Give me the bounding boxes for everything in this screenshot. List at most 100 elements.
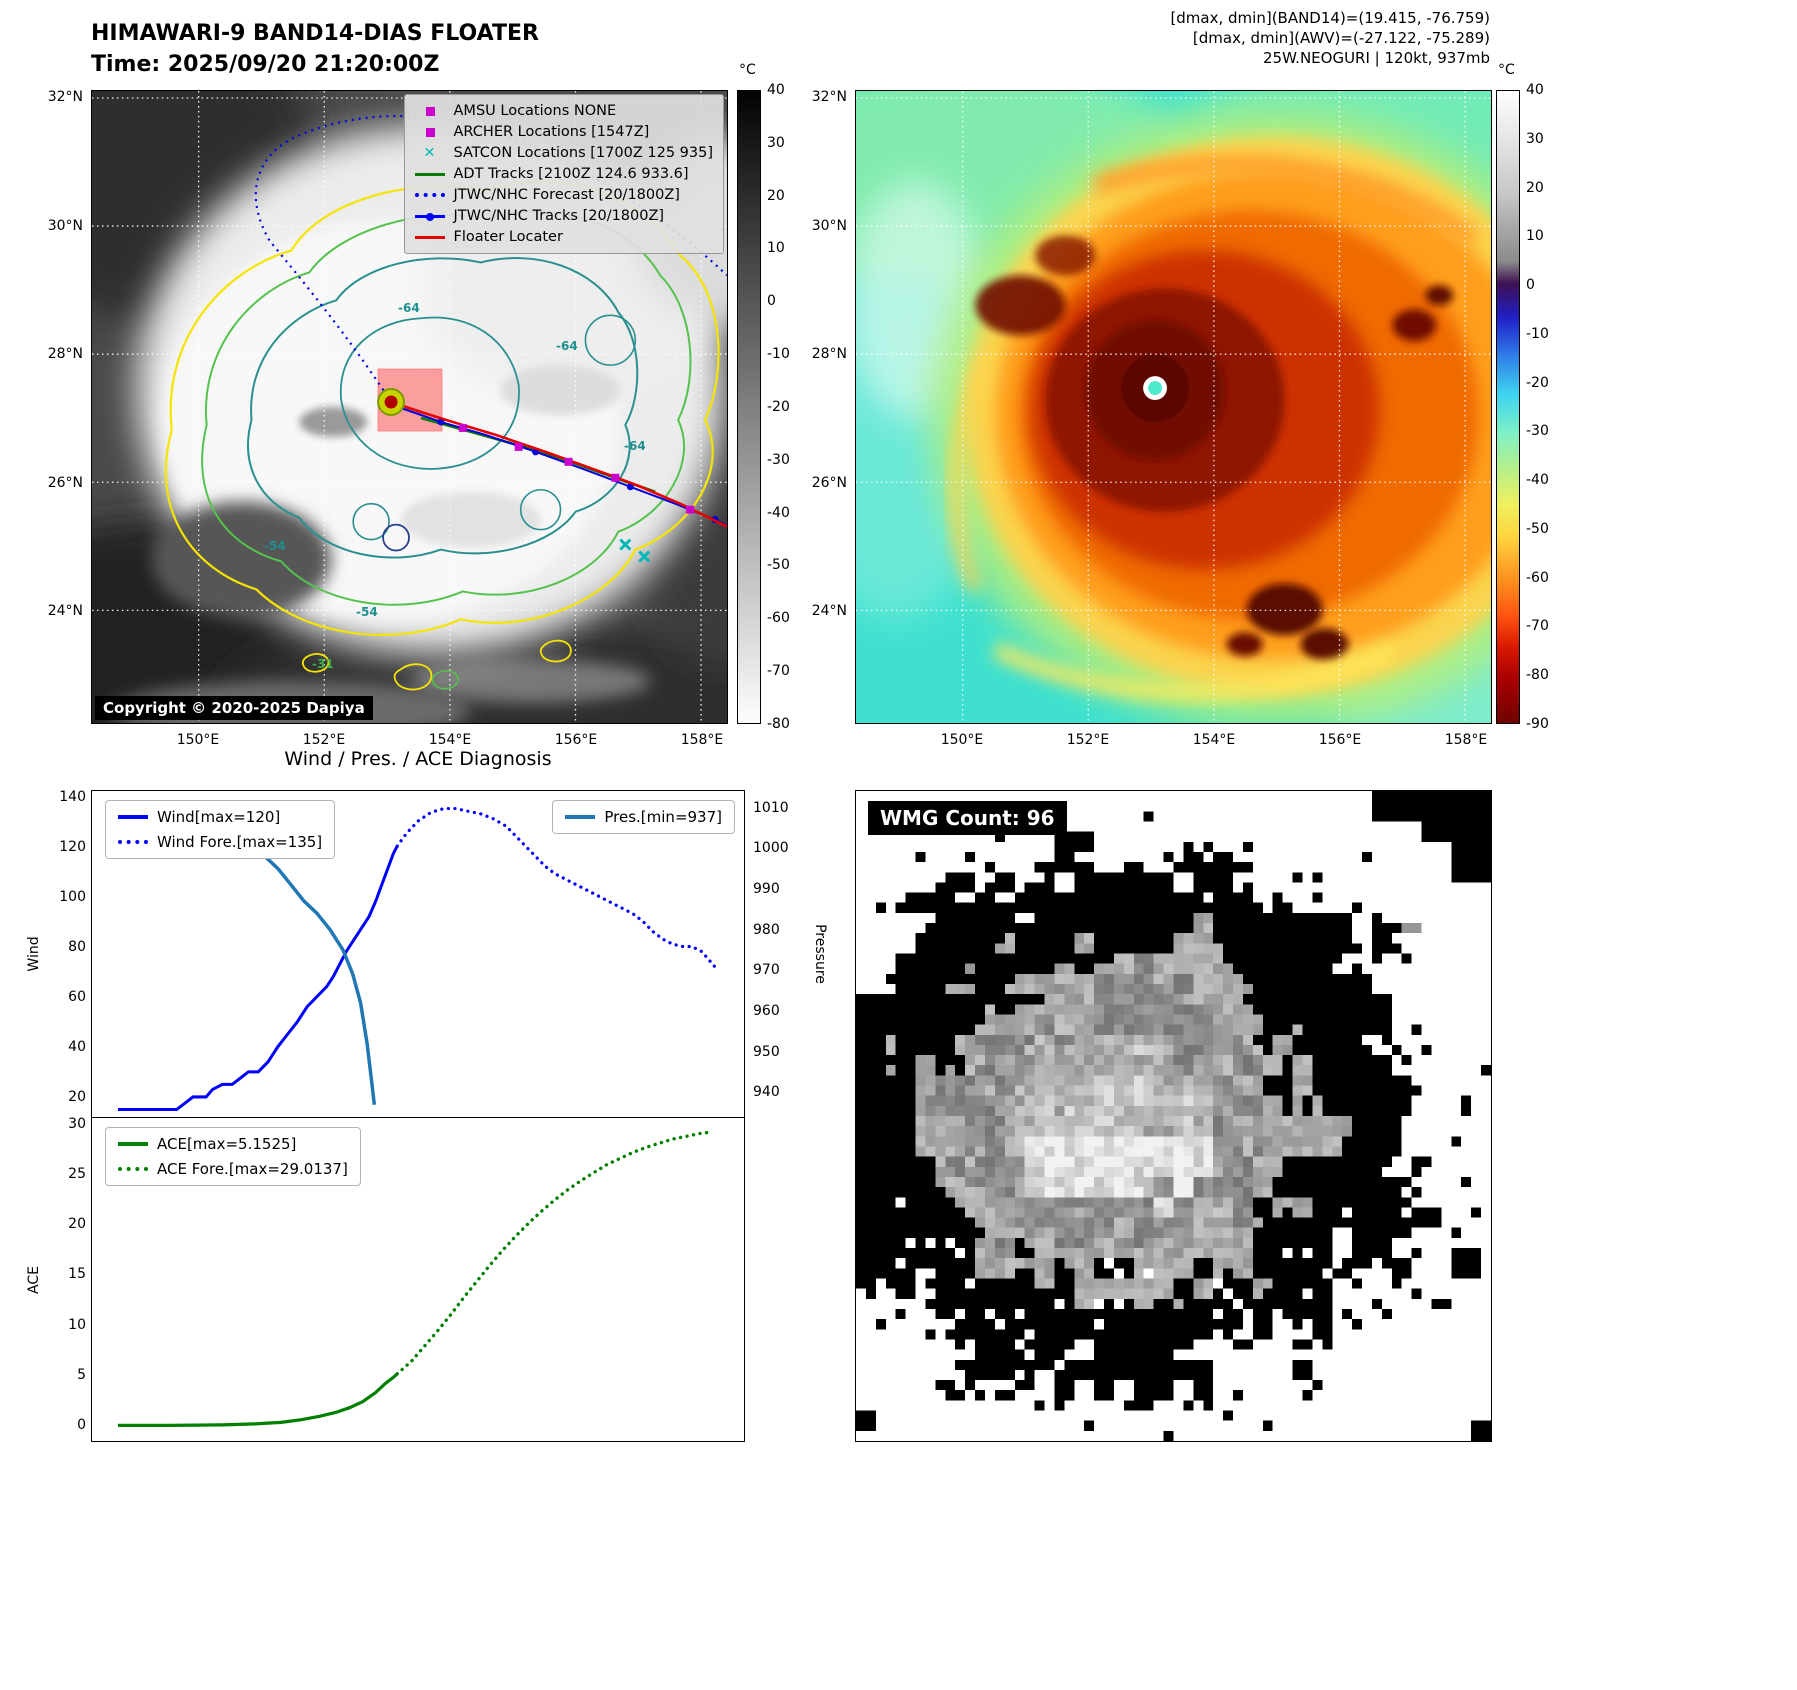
- temperature-contours: [164, 180, 720, 691]
- ace-chart: ACE[max=5.1525] ACE Fore.[max=29.0137]: [91, 1117, 745, 1442]
- legend-wind: Wind[max=120]: [118, 808, 322, 826]
- colorbar-tick-label: -70: [767, 663, 790, 680]
- band14-colorbar-unit: °C: [739, 62, 756, 78]
- awv-colorbar: [1496, 90, 1520, 724]
- map-legend-item-5-marker: [414, 212, 445, 221]
- lat-tick-label: 32°N: [47, 89, 83, 105]
- floater-locater-track: [390, 400, 727, 528]
- map-legend-item-2: ✕ SATCON Locations [1700Z 125 935]: [415, 144, 713, 162]
- lon-tick-label: 156°E: [1318, 732, 1362, 748]
- lat-tick-label: 24°N: [47, 603, 83, 619]
- wind-ytick-label: 40: [68, 1038, 86, 1055]
- right-map-header: [dmax, dmin](BAND14)=(19.415, -76.759) […: [900, 8, 1490, 68]
- lat-tick-label: 24°N: [811, 603, 847, 619]
- colorbar-tick-label: -80: [767, 715, 790, 732]
- colorbar-tick-label: 30: [1526, 130, 1544, 147]
- map-legend-item-5-dot: [425, 212, 434, 221]
- legend-pressure-label: Pres.[min=937]: [604, 808, 722, 826]
- right-map-header-line3: 25W.NEOGURI | 120kt, 937mb: [1262, 49, 1490, 67]
- band14-map-legend: AMSU Locations NONE ARCHER Locations [154…: [403, 94, 724, 254]
- colorbar-tick-label: 0: [1526, 277, 1535, 294]
- pressure-legend: Pres.[min=937]: [552, 800, 735, 834]
- pressure-ytick-label: 1010: [753, 799, 789, 816]
- storm-tracks: [254, 115, 727, 563]
- colorbar-tick-label: -20: [1526, 374, 1549, 391]
- awv-cloud-field: [856, 91, 1491, 723]
- ace-ytick-label: 0: [77, 1417, 86, 1434]
- legend-ace-forecast-marker: [118, 1167, 148, 1171]
- colorbar-tick-label: 10: [767, 240, 785, 257]
- map-legend-item-5-label: JTWC/NHC Tracks [20/1800Z]: [453, 208, 665, 224]
- colorbar-tick-label: -10: [1526, 325, 1549, 342]
- archer-location-markers: [458, 423, 695, 514]
- lon-tick-label: 150°E: [940, 732, 984, 748]
- lon-tick-label: 154°E: [1192, 732, 1236, 748]
- wind-ytick-label: 80: [68, 938, 86, 955]
- map-legend-item-3-marker: [414, 172, 445, 176]
- awv-colorbar-unit: °C: [1498, 62, 1515, 78]
- lon-tick-label: 158°E: [680, 732, 724, 748]
- map-legend-item-5: JTWC/NHC Tracks [20/1800Z]: [414, 207, 713, 225]
- contour-label: -54: [264, 539, 286, 553]
- jtwc-forecast-track: [254, 115, 727, 403]
- colorbar-tick-label: -50: [767, 557, 790, 574]
- contour-label: -64: [624, 439, 646, 453]
- colorbar-tick-label: -80: [1526, 667, 1549, 684]
- right-map-header-line2: [dmax, dmin](AWV)=(-27.122, -75.289): [1192, 29, 1490, 47]
- colorbar-tick-label: -40: [1526, 472, 1549, 489]
- map-legend-item-2-label: SATCON Locations [1700Z 125 935]: [453, 145, 713, 161]
- copyright-label: Copyright © 2020-2025 Dapiya: [95, 696, 373, 720]
- legend-pressure: Pres.[min=937]: [565, 808, 722, 826]
- legend-ace-label: ACE[max=5.1525]: [157, 1135, 297, 1153]
- ace-ytick-label: 5: [77, 1367, 86, 1384]
- legend-wind-marker: [118, 815, 148, 819]
- right-map-header-line1: [dmax, dmin](BAND14)=(19.415, -76.759): [1170, 9, 1490, 27]
- pressure-ytick-label: 960: [753, 1002, 780, 1019]
- wind-pressure-chart: Wind[max=120] Wind Fore.[max=135] Pres.[m…: [91, 790, 745, 1118]
- wind-ytick-label: 60: [68, 988, 86, 1005]
- legend-ace-forecast-label: ACE Fore.[max=29.0137]: [157, 1160, 348, 1178]
- wind-ytick-label: 140: [59, 788, 86, 805]
- legend-wind-label: Wind[max=120]: [157, 808, 281, 826]
- ace-ytick-label: 20: [68, 1216, 86, 1233]
- colorbar-tick-label: -60: [767, 610, 790, 627]
- map-legend-item-4-marker: [414, 193, 445, 197]
- colorbar-tick-label: 20: [767, 187, 785, 204]
- colorbar-tick-label: -90: [1526, 716, 1549, 732]
- pressure-axis-label: Pressure: [812, 924, 828, 984]
- series-wind: [118, 845, 399, 1111]
- wmg-count-badge: WMG Count: 96: [868, 801, 1067, 835]
- lon-tick-label: 152°E: [302, 732, 346, 748]
- band14-colorbar: [737, 90, 761, 724]
- wind-ytick-label: 100: [59, 888, 86, 905]
- colorbar-tick-label: 10: [1526, 228, 1544, 245]
- wmg-panel: WMG Count: 96: [855, 790, 1492, 1442]
- pressure-ytick-label: 940: [753, 1084, 780, 1101]
- lat-tick-label: 26°N: [47, 474, 83, 491]
- lon-tick-label: 150°E: [176, 732, 220, 748]
- map-legend-item-3: ADT Tracks [2100Z 124.6 933.6]: [414, 165, 713, 183]
- colorbar-tick-label: 0: [767, 293, 776, 310]
- pressure-ytick-label: 980: [753, 921, 780, 938]
- map-legend-item-1: ARCHER Locations [1547Z]: [415, 123, 713, 141]
- map-legend-item-6-label: Floater Locater: [453, 229, 563, 245]
- ace-ytick-label: 15: [68, 1266, 86, 1283]
- contour-label: -64: [556, 339, 578, 353]
- map-legend-item-1-marker: [425, 127, 435, 137]
- colorbar-tick-label: 20: [1526, 179, 1544, 196]
- pressure-ytick-label: 970: [753, 962, 780, 979]
- legend-wind-forecast-marker: [118, 840, 148, 844]
- band14-map-panel: AMSU Locations NONE ARCHER Locations [154…: [91, 90, 728, 724]
- awv-map-panel: [855, 90, 1492, 724]
- map-legend-item-4: JTWC/NHC Forecast [20/1800Z]: [414, 186, 713, 204]
- legend-pressure-marker: [565, 815, 596, 819]
- lat-tick-label: 30°N: [811, 217, 847, 234]
- map-legend-item-0-label: AMSU Locations NONE: [453, 103, 617, 119]
- legend-ace-marker: [118, 1142, 148, 1146]
- lat-tick-label: 26°N: [811, 474, 847, 491]
- map-legend-item-0: AMSU Locations NONE: [415, 102, 713, 120]
- series-ace: [118, 1372, 399, 1427]
- legend-ace-forecast: ACE Fore.[max=29.0137]: [118, 1160, 348, 1178]
- legend-wind-forecast: Wind Fore.[max=135]: [118, 833, 322, 851]
